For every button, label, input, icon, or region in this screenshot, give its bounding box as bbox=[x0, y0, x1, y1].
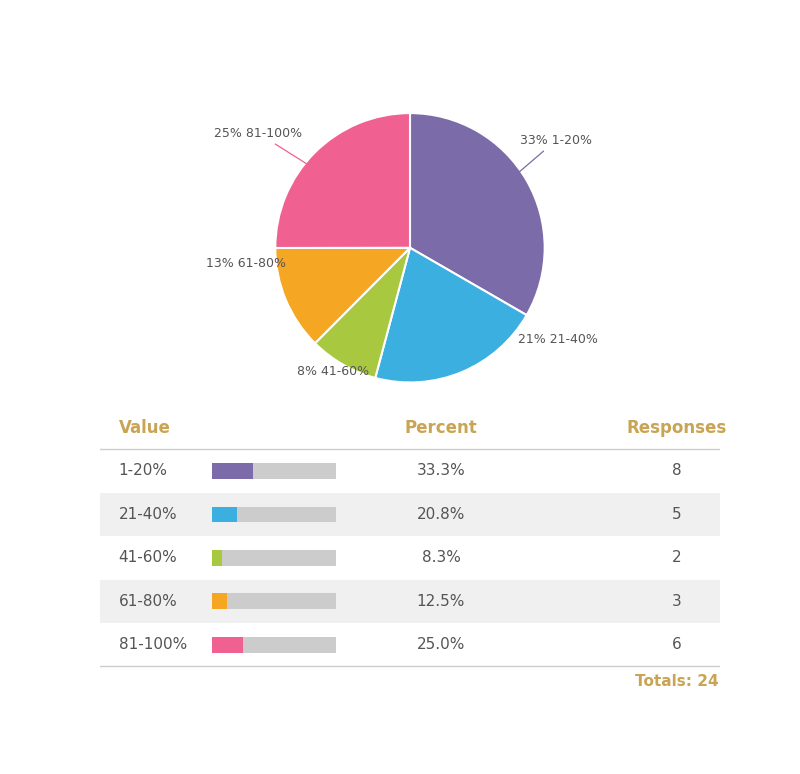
Text: 81-100%: 81-100% bbox=[118, 637, 187, 652]
Text: 1-20%: 1-20% bbox=[118, 464, 168, 478]
Text: Percent: Percent bbox=[405, 420, 478, 437]
Bar bbox=[211, 637, 336, 652]
Wedge shape bbox=[275, 248, 410, 343]
Text: 13% 61-80%: 13% 61-80% bbox=[206, 258, 339, 276]
Bar bbox=[211, 550, 222, 566]
Text: 25% 81-100%: 25% 81-100% bbox=[214, 127, 355, 194]
Text: 20.8%: 20.8% bbox=[417, 507, 465, 522]
Wedge shape bbox=[275, 113, 410, 248]
Text: Responses: Responses bbox=[626, 420, 726, 437]
Bar bbox=[211, 594, 336, 609]
Text: 8% 41-60%: 8% 41-60% bbox=[298, 314, 372, 378]
Text: 2: 2 bbox=[672, 550, 682, 565]
Wedge shape bbox=[315, 248, 410, 378]
Text: 8: 8 bbox=[672, 464, 682, 478]
Text: 21% 21-40%: 21% 21-40% bbox=[442, 317, 598, 346]
Bar bbox=[211, 506, 238, 522]
Text: 33.3%: 33.3% bbox=[417, 464, 466, 478]
Text: 21-40%: 21-40% bbox=[118, 507, 178, 522]
Bar bbox=[211, 550, 336, 566]
Text: 5: 5 bbox=[672, 507, 682, 522]
Text: Totals: 24: Totals: 24 bbox=[634, 674, 718, 690]
Wedge shape bbox=[410, 113, 545, 315]
Text: 8.3%: 8.3% bbox=[422, 550, 461, 565]
Text: 41-60%: 41-60% bbox=[118, 550, 178, 565]
Bar bbox=[211, 594, 227, 609]
Text: 61-80%: 61-80% bbox=[118, 594, 178, 609]
Bar bbox=[211, 506, 336, 522]
Bar bbox=[100, 493, 720, 536]
Text: 12.5%: 12.5% bbox=[417, 594, 465, 609]
Text: Value: Value bbox=[118, 420, 170, 437]
Text: 3: 3 bbox=[672, 594, 682, 609]
Text: 33% 1-20%: 33% 1-20% bbox=[476, 134, 593, 209]
Bar bbox=[211, 637, 242, 652]
Text: 25.0%: 25.0% bbox=[417, 637, 465, 652]
Wedge shape bbox=[375, 248, 526, 382]
Bar bbox=[211, 463, 253, 479]
Text: 6: 6 bbox=[672, 637, 682, 652]
Bar bbox=[211, 463, 336, 479]
Bar bbox=[100, 580, 720, 623]
